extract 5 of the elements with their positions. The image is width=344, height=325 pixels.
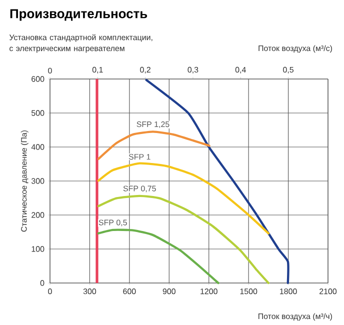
- chart-title: Производительность: [10, 9, 148, 21]
- line-series: [97, 194, 270, 284]
- line-series: [97, 130, 210, 160]
- line-series: [97, 228, 220, 284]
- line-series: [97, 162, 270, 234]
